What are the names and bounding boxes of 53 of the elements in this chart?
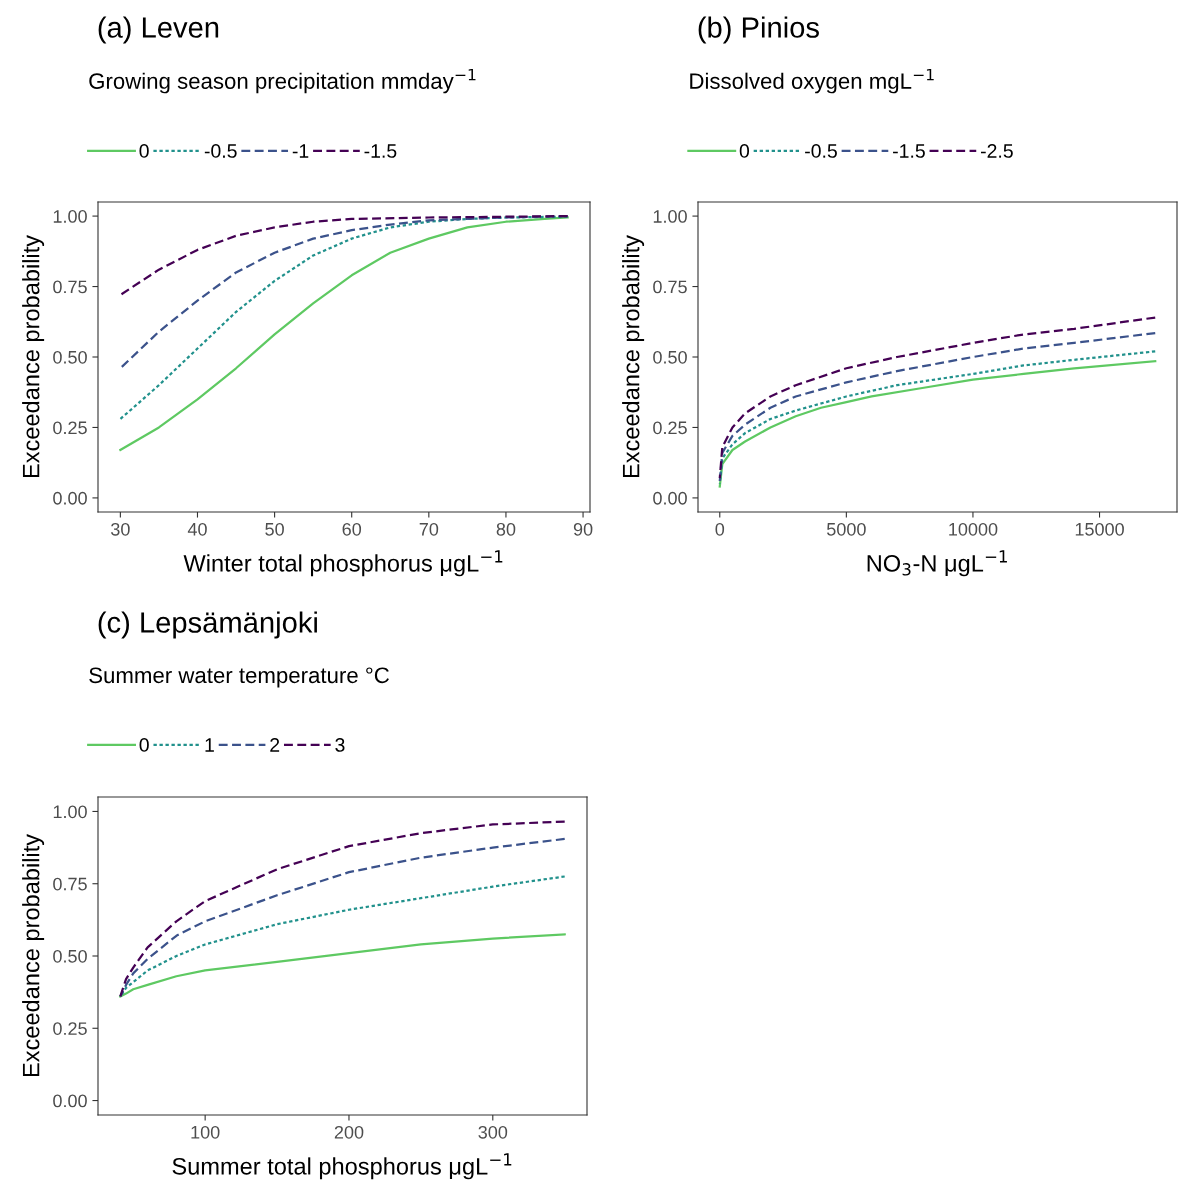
- legend-label: -0.5: [805, 144, 837, 158]
- legend-label: -2.5: [980, 144, 1013, 158]
- x-axis-title: Winter total phosphorus μgL$^{−1}$: [183, 550, 503, 577]
- x-tick-label: 50: [265, 522, 284, 536]
- x-tick-label: 200: [334, 1125, 364, 1139]
- y-axis-title: Exceedance probability: [622, 234, 645, 478]
- x-tick-label: 70: [419, 522, 439, 536]
- x-axis-title: NO$_{3}$-N μgL$^{−1}$: [867, 550, 1007, 577]
- y-tick-label: 1.00: [53, 805, 87, 819]
- x-tick-label: 15000: [1075, 522, 1124, 536]
- chart-title: (b) Pinios: [698, 16, 819, 44]
- y-tick-label: 0.25: [53, 1022, 87, 1035]
- legend-title: Growing season precipitation mmday$^{−1}$: [89, 68, 476, 94]
- y-tick-label: 0.50: [53, 350, 87, 364]
- legend-label: -0.5: [204, 144, 237, 158]
- x-tick-label: 80: [496, 522, 516, 536]
- legend-label: 2: [270, 738, 280, 752]
- x-tick-label: 30: [111, 522, 130, 536]
- y-tick-label: 0.50: [653, 350, 687, 364]
- y-tick-label: 0.25: [53, 421, 87, 435]
- legend-title: Dissolved oxygen mgL$^{−1}$: [690, 68, 934, 94]
- y-tick-label: 0.00: [53, 1094, 87, 1108]
- x-tick-label: 300: [478, 1125, 508, 1139]
- x-tick-label: 10000: [949, 522, 998, 536]
- x-tick-label: 90: [573, 522, 593, 536]
- chart-title: (a) Leven: [98, 16, 219, 44]
- y-tick-label: 1.00: [53, 210, 87, 223]
- x-tick-label: 60: [342, 522, 362, 536]
- y-tick-label: 1.00: [653, 210, 687, 223]
- x-tick-label: 5000: [827, 522, 866, 536]
- y-axis-title: Exceedance probability: [22, 234, 45, 478]
- legend-label: 1: [205, 738, 214, 752]
- legend-label: -1.5: [364, 144, 397, 158]
- x-tick-label: 0: [715, 522, 725, 536]
- y-tick-label: 0.25: [653, 421, 687, 435]
- legend-label: 0: [139, 144, 149, 158]
- legend-label: -1.5: [893, 144, 925, 158]
- y-tick-label: 0.00: [653, 491, 687, 505]
- legend-label: 0: [739, 144, 750, 158]
- y-tick-label: 0.75: [53, 877, 87, 891]
- y-tick-label: 0.75: [653, 280, 687, 294]
- legend-label: 3: [335, 738, 345, 752]
- y-tick-label: 0.50: [53, 949, 87, 963]
- x-tick-label: 100: [191, 1125, 220, 1139]
- x-tick-label: 40: [187, 522, 207, 536]
- legend-label: -1: [292, 144, 309, 158]
- legend-title: Summer water temperature °C: [89, 667, 389, 688]
- chart-title: (c) Lepsämänjoki: [98, 611, 317, 639]
- x-axis-title: Summer total phosphorus μgL$^{−1}$: [172, 1153, 512, 1180]
- legend-label: 0: [139, 738, 149, 752]
- y-tick-label: 0.75: [53, 280, 87, 294]
- y-axis-title: Exceedance probability: [22, 833, 45, 1077]
- y-tick-label: 0.00: [53, 491, 87, 505]
